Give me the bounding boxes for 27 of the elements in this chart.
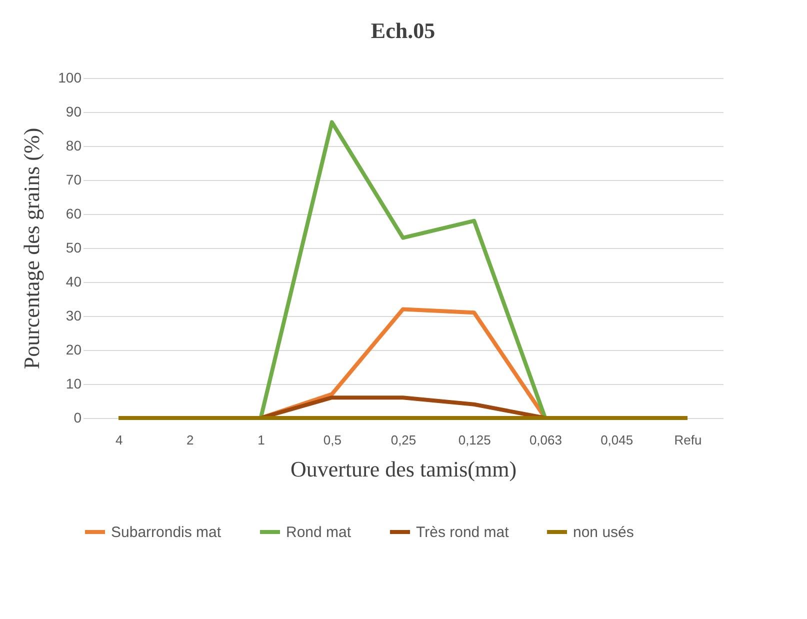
- y-tick-label: 40: [66, 274, 82, 290]
- x-tick-label: 2: [186, 432, 194, 448]
- x-tick-label: 4: [115, 432, 123, 448]
- x-tick-label: 0,25: [390, 432, 416, 448]
- y-tick-label: 0: [74, 410, 82, 426]
- x-tick-label: Refu: [674, 432, 702, 448]
- y-tick-label: 30: [66, 308, 82, 324]
- x-tick-label: 0,5: [323, 432, 342, 448]
- x-tick-label: 0,045: [600, 432, 634, 448]
- y-tick-label: 70: [66, 172, 82, 188]
- y-tick-label: 10: [66, 376, 82, 392]
- x-tick-label: 0,125: [458, 432, 491, 448]
- y-tick-label: 90: [66, 104, 82, 120]
- y-tick-label: 80: [66, 138, 82, 154]
- x-axis-title: Ouverture des tamis(mm): [290, 456, 517, 482]
- y-tick-label: 20: [66, 342, 82, 358]
- y-tick-label: 60: [66, 206, 82, 222]
- chart-title: Ech.05: [370, 18, 436, 43]
- legend-label: non usés: [573, 524, 634, 541]
- y-tick-label: 50: [66, 240, 82, 256]
- legend-label: Très rond mat: [416, 524, 510, 541]
- legend-label: Subarrondis mat: [111, 524, 222, 541]
- x-tick-label: 1: [258, 432, 265, 448]
- y-tick-label: 100: [58, 70, 82, 86]
- y-axis-title: Pourcentage des grains (%): [19, 128, 44, 370]
- legend-label: Rond mat: [286, 524, 352, 541]
- x-tick-label: 0,063: [529, 432, 562, 448]
